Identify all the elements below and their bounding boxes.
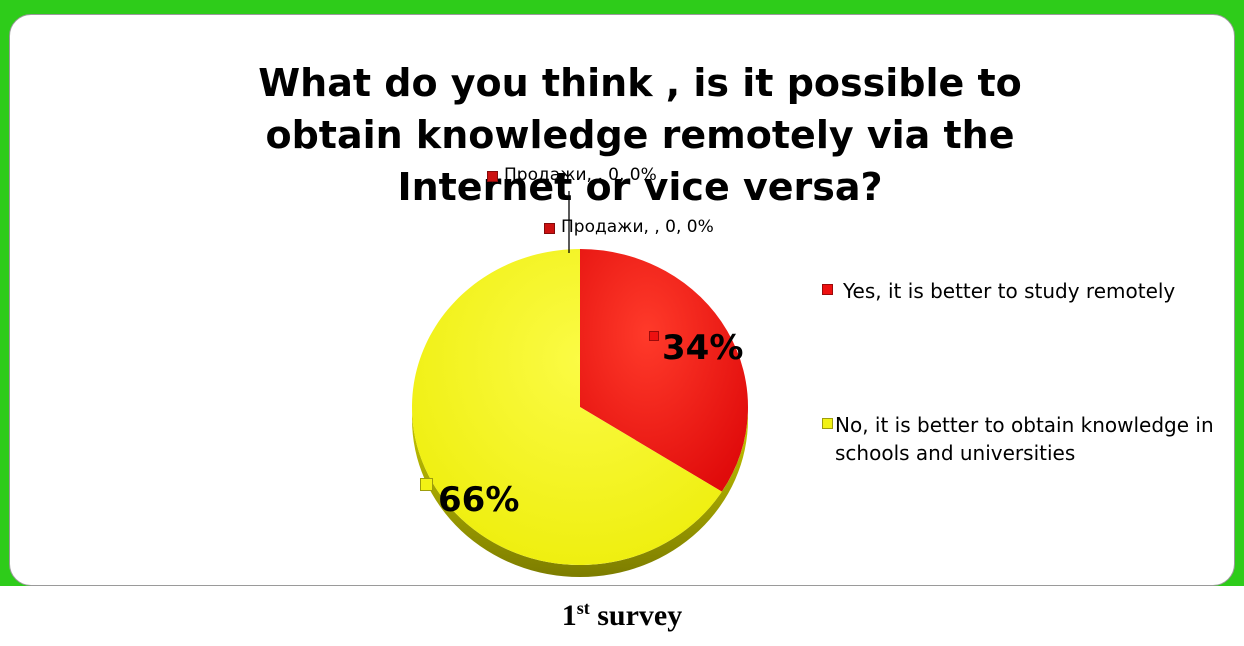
legend-swatch-no bbox=[822, 418, 833, 429]
chart-area: What do you think , is it possible to ob… bbox=[9, 14, 1235, 586]
data-label-marker-yes bbox=[649, 331, 659, 341]
data-label-marker-no bbox=[420, 478, 433, 491]
caption-ordinal-suffix: st bbox=[576, 598, 590, 618]
pie-slice-no bbox=[411, 249, 722, 565]
legend-item-no: No, it is better to obtain knowledge in … bbox=[822, 411, 1225, 467]
zero-label-marker bbox=[544, 223, 555, 234]
pie-chart bbox=[411, 191, 748, 577]
legend-label-yes: Yes, it is better to study remotely bbox=[843, 279, 1176, 303]
caption-number: 1 bbox=[561, 599, 577, 632]
figure-caption: 1st survey bbox=[0, 598, 1244, 633]
zero-data-label: Продажи, , 0, 0% bbox=[504, 165, 657, 185]
caption-text: survey bbox=[597, 599, 683, 632]
data-label-no: 66% bbox=[438, 480, 520, 520]
data-label-yes: 34% bbox=[662, 328, 744, 368]
legend-swatch-yes bbox=[822, 284, 833, 295]
zero-data-label: Продажи, , 0, 0% bbox=[561, 217, 714, 237]
legend-label-no: No, it is better to obtain knowledge in … bbox=[835, 413, 1220, 465]
pie-slice-yes bbox=[580, 249, 748, 492]
legend-item-yes: Yes, it is better to study remotely bbox=[822, 277, 1175, 305]
zero-label-marker bbox=[487, 171, 498, 182]
chart-title: What do you think , is it possible to ob… bbox=[258, 61, 1022, 209]
